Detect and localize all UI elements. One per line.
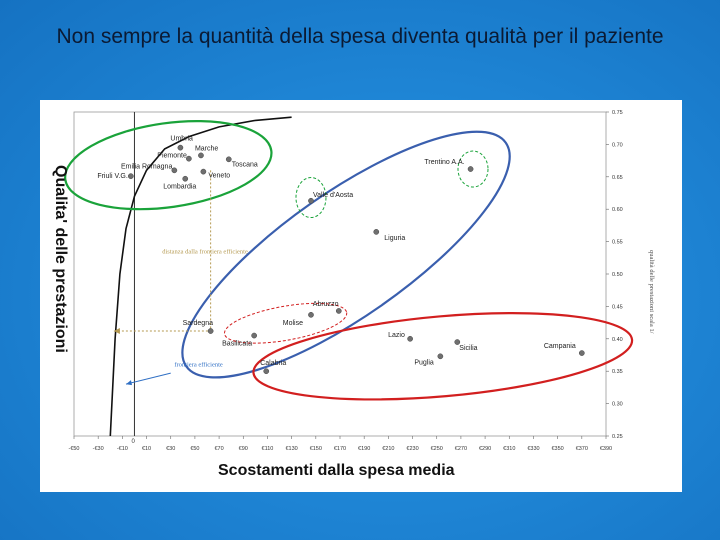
data-point	[578, 350, 585, 356]
x-tick-label: €310	[503, 446, 515, 452]
frontier-annotation-line	[125, 372, 171, 385]
x-tick-label: €150	[310, 446, 322, 452]
x-tick-label: €370	[576, 446, 588, 452]
x-tick-label: -€50	[68, 446, 79, 452]
frontier-annotation: frontiera efficiente	[174, 362, 223, 369]
x-tick-label: €290	[479, 446, 491, 452]
point-label: Basilicata	[222, 341, 252, 348]
data-point	[308, 197, 314, 204]
x-tick-label: €230	[406, 446, 418, 452]
y-tick-label: 0.30	[612, 402, 623, 408]
point-label: Puglia	[414, 359, 434, 366]
point-label: Liguria	[384, 235, 405, 242]
x-tick-label: €270	[455, 446, 467, 452]
point-label: Molise	[283, 320, 303, 327]
y-tick-label: 0.60	[612, 207, 623, 213]
data-point	[467, 166, 474, 172]
x-tick-label: €170	[334, 446, 346, 452]
y-tick-label: 0.55	[612, 240, 623, 246]
x-tick-label: €130	[286, 446, 298, 452]
x-tick-label: €390	[600, 446, 612, 452]
y-tick-label: 0.50	[612, 272, 623, 278]
y-tick-label: 0.40	[612, 337, 623, 343]
point-label: Sardegna	[183, 320, 213, 327]
y-tick-label: 0.45	[612, 304, 623, 310]
frontier-annotation-arrowhead	[125, 380, 132, 386]
point-label: Toscana	[232, 161, 258, 168]
distance-arrowhead	[113, 328, 120, 335]
y-axis-label: Qualita' delle prestazioni	[52, 165, 69, 353]
y-tick-label: 0.70	[612, 142, 623, 148]
x-tick-label: €210	[382, 446, 394, 452]
data-point	[200, 168, 207, 175]
data-point	[171, 167, 178, 174]
x-tick-label: €110	[262, 446, 274, 452]
slide-title: Non sempre la quantità della spesa diven…	[56, 25, 664, 48]
data-point	[437, 353, 444, 360]
y-tick-label: 0.35	[612, 369, 623, 375]
x-tick-label: -€30	[93, 446, 104, 452]
point-label: Umbria	[170, 136, 193, 143]
point-label: Lazio	[388, 332, 405, 339]
x-tick-label: €250	[431, 446, 443, 452]
point-label: Piemonte	[157, 153, 187, 160]
data-point	[308, 311, 314, 318]
point-label: Lombardia	[163, 184, 196, 191]
distance-annotation: distanza dalla frontiera efficiente	[162, 248, 248, 255]
x-tick-label: -€10	[117, 446, 128, 452]
x-tick-label: €350	[552, 446, 564, 452]
point-label: Sicilia	[459, 345, 477, 352]
data-point	[207, 328, 214, 334]
chart-panel: 0 -€50 -€30 -€10 €10 €30 €50 €70 €90 €110 €130 €150…	[40, 100, 682, 492]
scatter-chart: 0 -€50 -€30 -€10 €10 €30 €50 €70 €90 €110 €130 €150…	[64, 110, 655, 452]
data-point	[182, 175, 189, 182]
zero-label: 0	[131, 439, 135, 445]
point-label: Campania	[544, 343, 576, 350]
data-point	[407, 335, 413, 342]
point-label: Friuli V.G.	[97, 173, 128, 180]
point-label: Calabria	[260, 360, 286, 367]
molise-basilicata-outline	[223, 302, 348, 344]
point-label: Trentino A.A.	[424, 159, 464, 166]
y2-axis-label: qualità delle prestazioni scala 1/	[648, 250, 655, 334]
point-label: Valle d'Aosta	[313, 192, 353, 199]
x-tick-label: €10	[142, 446, 151, 452]
valle-aosta-outline	[295, 177, 327, 219]
data-point	[251, 332, 258, 339]
x-tick-label: €30	[166, 446, 175, 452]
blue-group-outline	[181, 130, 511, 379]
data-point	[225, 156, 232, 163]
point-label: Veneto	[208, 173, 230, 180]
y-tick-label: 0.65	[612, 175, 623, 181]
y-tick-label: 0.25	[612, 434, 623, 440]
x-tick-label: €190	[358, 446, 370, 452]
point-label: Emilia Romagna	[121, 163, 172, 170]
point-label: Abruzzo	[313, 301, 339, 308]
data-point	[127, 173, 134, 180]
data-point	[198, 152, 204, 159]
x-axis-label: Scostamenti dalla spesa media	[218, 462, 455, 479]
y-axis-label-wrap: Qualita' delle prestazioni	[46, 104, 74, 414]
x-tick-label: €50	[190, 446, 199, 452]
x-tick-label: €70	[214, 446, 223, 452]
green-group-outline	[64, 119, 273, 211]
data-point	[335, 308, 342, 314]
trentino-outline	[457, 150, 489, 188]
point-label: Marche	[195, 145, 218, 152]
data-point	[177, 144, 184, 151]
data-point	[186, 155, 192, 162]
data-point	[454, 339, 461, 345]
y-tick-label: 0.75	[612, 110, 623, 116]
x-tick-label: €330	[527, 446, 539, 452]
x-tick-label: €90	[239, 446, 248, 452]
data-point	[373, 229, 380, 235]
data-point	[263, 368, 270, 375]
red-group-outline	[252, 312, 634, 401]
